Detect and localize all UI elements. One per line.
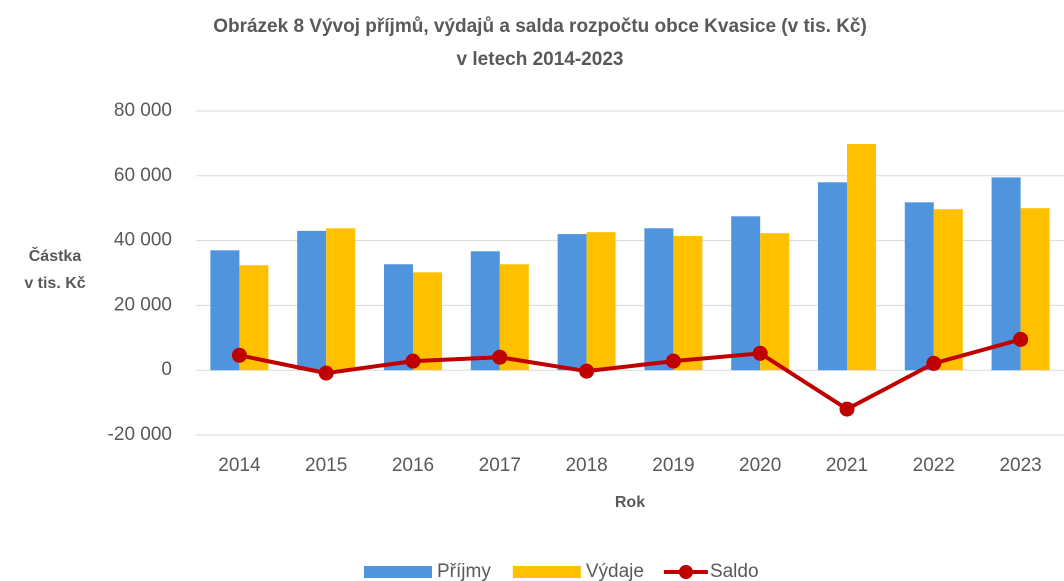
bar — [847, 144, 876, 371]
legend-swatch — [364, 566, 432, 578]
line — [238, 337, 1022, 412]
legend-label: Saldo — [710, 561, 759, 581]
line-marker — [318, 365, 334, 381]
bar — [933, 209, 963, 371]
bar — [557, 234, 587, 371]
x-tick-label: 2018 — [565, 455, 607, 476]
y-axis-title: Částka — [29, 246, 82, 265]
line-marker — [231, 347, 247, 363]
bar — [326, 228, 356, 371]
y-tick-label: 0 — [161, 359, 172, 380]
bar — [384, 264, 413, 371]
bar — [644, 228, 674, 371]
x-tick-label: 2022 — [913, 455, 955, 476]
line-marker — [1013, 331, 1029, 347]
bar — [760, 233, 790, 371]
line-marker — [579, 363, 595, 379]
legend-swatch — [512, 566, 581, 578]
x-axis-title: Rok — [615, 494, 645, 511]
x-tick-label: 2019 — [652, 455, 694, 476]
legend-swatch — [678, 565, 693, 579]
x-tick-label: 2016 — [392, 455, 434, 476]
line-marker — [492, 349, 508, 365]
bar — [586, 232, 616, 371]
bar — [731, 216, 761, 371]
line-marker — [405, 353, 421, 369]
line-marker — [665, 353, 681, 369]
y-axis-title: v tis. Kč — [24, 275, 85, 292]
line-marker — [926, 355, 942, 371]
bar — [673, 236, 703, 371]
bar — [904, 202, 934, 371]
bar — [470, 251, 500, 371]
bar — [413, 272, 442, 371]
x-tick-label: 2017 — [479, 455, 521, 476]
line-marker — [839, 401, 855, 417]
bar — [818, 182, 847, 371]
bar — [1020, 208, 1050, 371]
line-marker — [752, 345, 768, 361]
x-tick-label: 2015 — [305, 455, 347, 476]
legend-label: Výdaje — [586, 561, 644, 581]
y-tick-label: 80 000 — [114, 100, 172, 121]
legend-label: Příjmy — [437, 561, 491, 581]
y-tick-label: 60 000 — [114, 165, 172, 186]
y-tick-label: -20 000 — [108, 424, 172, 445]
x-tick-label: 2014 — [218, 455, 261, 476]
chart-title: Obrázek 8 Vývoj příjmů, výdajů a salda r… — [213, 16, 867, 37]
y-tick-label: 20 000 — [114, 294, 172, 315]
x-tick-label: 2021 — [826, 455, 868, 476]
chart-title: v letech 2014-2023 — [457, 49, 624, 70]
x-tick-label: 2020 — [739, 455, 781, 476]
bar — [297, 230, 327, 371]
x-tick-label: 2023 — [999, 455, 1041, 476]
y-tick-label: 40 000 — [114, 230, 172, 251]
